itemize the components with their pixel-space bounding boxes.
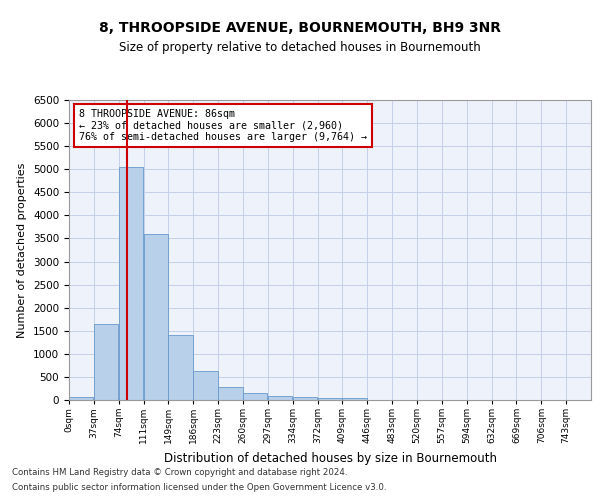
Bar (293, 397, 317, 400)
Bar (243, 393, 268, 400)
Bar (343, 398, 367, 400)
Bar (169, 336, 193, 400)
Bar (143, 234, 168, 400)
Text: 8, THROOPSIDE AVENUE, BOURNEMOUTH, BH9 3NR: 8, THROOPSIDE AVENUE, BOURNEMOUTH, BH9 3… (99, 20, 501, 34)
Y-axis label: Number of detached properties: Number of detached properties (17, 162, 28, 338)
Bar (69, 397, 94, 400)
Bar (218, 386, 242, 400)
Bar (193, 372, 218, 400)
Text: Contains HM Land Registry data © Crown copyright and database right 2024.: Contains HM Land Registry data © Crown c… (12, 468, 347, 477)
Bar (94, 324, 118, 400)
Bar (268, 396, 292, 400)
Text: 8 THROOPSIDE AVENUE: 86sqm
← 23% of detached houses are smaller (2,960)
76% of s: 8 THROOPSIDE AVENUE: 86sqm ← 23% of deta… (79, 109, 367, 142)
Bar (317, 398, 342, 400)
Bar (119, 167, 143, 400)
X-axis label: Distribution of detached houses by size in Bournemouth: Distribution of detached houses by size … (163, 452, 497, 464)
Text: Size of property relative to detached houses in Bournemouth: Size of property relative to detached ho… (119, 41, 481, 54)
Text: Contains public sector information licensed under the Open Government Licence v3: Contains public sector information licen… (12, 483, 386, 492)
